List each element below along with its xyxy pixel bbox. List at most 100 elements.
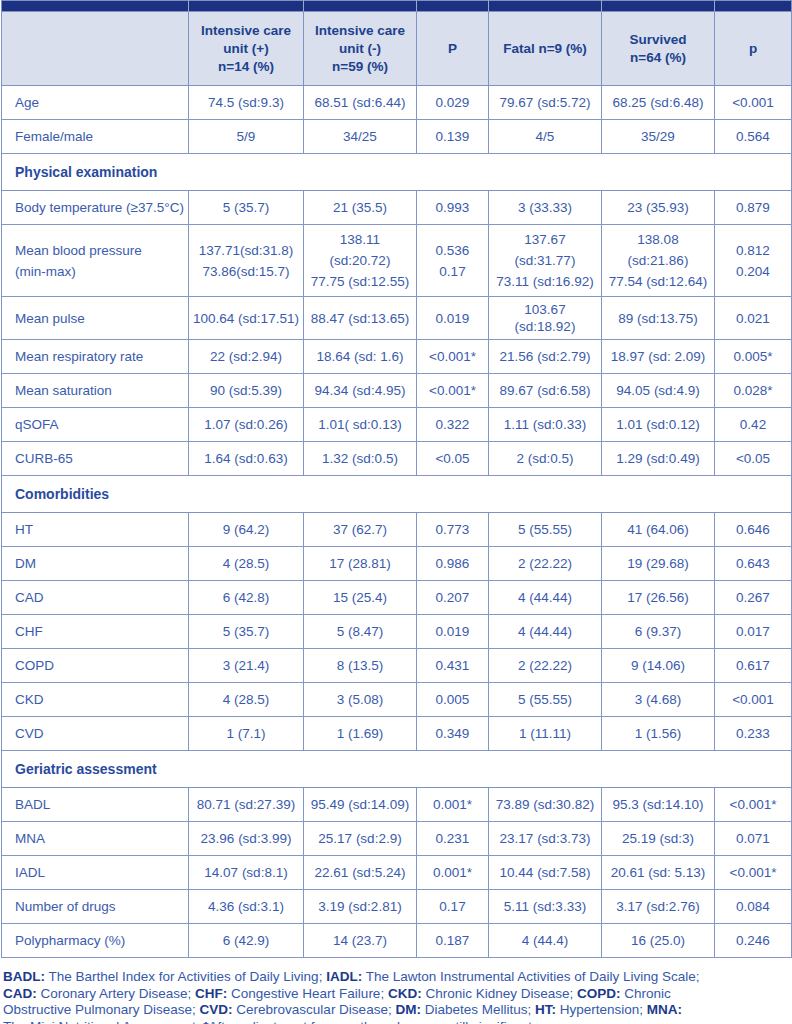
data-cell: 6 (42.8): [189, 581, 304, 615]
data-cell: 20.61 (sd: 5.13): [602, 856, 715, 890]
data-cell: 3.19 (sd:2.81): [304, 890, 417, 924]
data-cell: 0.084: [715, 890, 792, 924]
data-cell: 0.019: [417, 615, 489, 649]
row-label: Polypharmacy (%): [2, 924, 189, 958]
data-cell: 3 (4.68): [602, 683, 715, 717]
data-cell: 137.67 (sd:31.77) 73.11 (sd:16.92): [489, 225, 602, 297]
table-row: CHF5 (35.7)5 (8.47)0.0194 (44.44)6 (9.37…: [2, 615, 792, 649]
data-cell: 16 (25.0): [602, 924, 715, 958]
data-cell: 5.11 (sd:3.33): [489, 890, 602, 924]
data-cell: 1.01( sd:0.13): [304, 408, 417, 442]
data-cell: 138.11 (sd:20.72) 77.75 (sd:12.55): [304, 225, 417, 297]
table-row: Age74.5 (sd:9.3)68.51 (sd:6.44)0.02979.6…: [2, 86, 792, 120]
data-cell: 100.64 (sd:17.51): [189, 297, 304, 340]
footnote-abbreviation: MNA:: [647, 1002, 682, 1017]
footnote-text: Diabetes Mellitus;: [421, 1002, 535, 1017]
table-row: CKD4 (28.5)3 (5.08)0.0055 (55.55)3 (4.68…: [2, 683, 792, 717]
row-label: CHF: [2, 615, 189, 649]
top-accent-bar-cell: [189, 1, 304, 12]
data-cell: <0.05: [417, 442, 489, 476]
row-label: qSOFA: [2, 408, 189, 442]
data-cell: 5 (55.55): [489, 513, 602, 547]
data-cell: 3 (33.33): [489, 191, 602, 225]
table-row: Female/male5/934/250.1394/535/290.564: [2, 120, 792, 154]
data-cell: 137.71(sd:31.8) 73.86(sd:15.7): [189, 225, 304, 297]
data-cell: 0.071: [715, 822, 792, 856]
data-cell: 2 (22.22): [489, 649, 602, 683]
row-label: Age: [2, 86, 189, 120]
data-cell: 73.89 (sd:30.82): [489, 788, 602, 822]
table-row: CVD1 (7.1)1 (1.69)0.3491 (11.11)1 (1.56)…: [2, 717, 792, 751]
data-cell: 0.028*: [715, 374, 792, 408]
data-cell: 95.49 (sd:14.09): [304, 788, 417, 822]
footnote-text: Chronic Kidney Disease;: [422, 986, 577, 1001]
section-row: Comorbidities: [2, 476, 792, 513]
data-cell: 0.187: [417, 924, 489, 958]
section-title: Physical examination: [2, 154, 792, 191]
data-cell: 4 (44.44): [489, 615, 602, 649]
data-cell: 6 (9.37): [602, 615, 715, 649]
footnote-abbreviation: CAD:: [3, 986, 37, 1001]
data-cell: 3.17 (sd:2.76): [602, 890, 715, 924]
data-cell: 17 (26.56): [602, 581, 715, 615]
data-cell: 8 (13.5): [304, 649, 417, 683]
top-accent-bar: [2, 1, 792, 12]
table-body: Age74.5 (sd:9.3)68.51 (sd:6.44)0.02979.6…: [2, 86, 792, 958]
row-label: HT: [2, 513, 189, 547]
data-cell: 1 (1.56): [602, 717, 715, 751]
data-cell: 0.431: [417, 649, 489, 683]
row-label: CAD: [2, 581, 189, 615]
row-label: MNA: [2, 822, 189, 856]
data-cell: 1.29 (sd:0.49): [602, 442, 715, 476]
data-cell: 22.61 (sd:5.24): [304, 856, 417, 890]
header-cell: Intensive care unit (-) n=59 (%): [304, 12, 417, 86]
footnote-text: Coronary Artery Disease;: [37, 986, 195, 1001]
table-row: Mean saturation90 (sd:5.39)94.34 (sd:4.9…: [2, 374, 792, 408]
row-label: Female/male: [2, 120, 189, 154]
header-cell: p: [715, 12, 792, 86]
data-cell: 138.08 (sd:21.86) 77.54 (sd:12.64): [602, 225, 715, 297]
table-header: Intensive care unit (+) n=14 (%)Intensiv…: [2, 1, 792, 86]
table-row: Polypharmacy (%)6 (42.9)14 (23.7)0.1874 …: [2, 924, 792, 958]
table-row: CURB-651.64 (sd:0.63)1.32 (sd:0.5)<0.052…: [2, 442, 792, 476]
footnote-text: The Mini Nutritional Assessment;: [3, 1019, 203, 1024]
data-cell: 1 (11.11): [489, 717, 602, 751]
data-cell: 0.019: [417, 297, 489, 340]
row-label: COPD: [2, 649, 189, 683]
data-cell: 94.34 (sd:4.95): [304, 374, 417, 408]
header-cell: P: [417, 12, 489, 86]
data-cell: 1 (1.69): [304, 717, 417, 751]
section-row: Physical examination: [2, 154, 792, 191]
data-cell: 0.617: [715, 649, 792, 683]
header-row: Intensive care unit (+) n=14 (%)Intensiv…: [2, 12, 792, 86]
footnote-text: Cerebrovascular Disease;: [233, 1002, 396, 1017]
data-cell: 19 (29.68): [602, 547, 715, 581]
data-cell: 0.139: [417, 120, 489, 154]
data-cell: 0.322: [417, 408, 489, 442]
footnote-abbreviation: CHF:: [195, 986, 227, 1001]
table-row: COPD3 (21.4)8 (13.5)0.4312 (22.22)9 (14.…: [2, 649, 792, 683]
data-cell: 4 (28.5): [189, 683, 304, 717]
top-accent-bar-cell: [2, 1, 189, 12]
data-cell: 9 (14.06): [602, 649, 715, 683]
footnote: BADL: The Barthel Index for Activities o…: [3, 969, 703, 1024]
row-label: CURB-65: [2, 442, 189, 476]
data-cell: 1.07 (sd:0.26): [189, 408, 304, 442]
data-cell: <0.001: [715, 683, 792, 717]
data-cell: 0.267: [715, 581, 792, 615]
data-cell: 21 (35.5): [304, 191, 417, 225]
footnote-text: After adjustment for age, the values are…: [209, 1019, 536, 1024]
row-label: Mean saturation: [2, 374, 189, 408]
data-cell: 90 (sd:5.39): [189, 374, 304, 408]
data-cell: 0.005: [417, 683, 489, 717]
data-cell: 2 (22.22): [489, 547, 602, 581]
data-cell: <0.001*: [417, 340, 489, 374]
data-cell: 5 (35.7): [189, 615, 304, 649]
data-cell: 22 (sd:2.94): [189, 340, 304, 374]
data-cell: 1.64 (sd:0.63): [189, 442, 304, 476]
footnote-abbreviation: COPD:: [577, 986, 621, 1001]
table-row: BADL80.71 (sd:27.39)95.49 (sd:14.09)0.00…: [2, 788, 792, 822]
table-row: HT9 (64.2)37 (62.7)0.7735 (55.55)41 (64.…: [2, 513, 792, 547]
data-cell: 0.993: [417, 191, 489, 225]
data-cell: 5 (8.47): [304, 615, 417, 649]
